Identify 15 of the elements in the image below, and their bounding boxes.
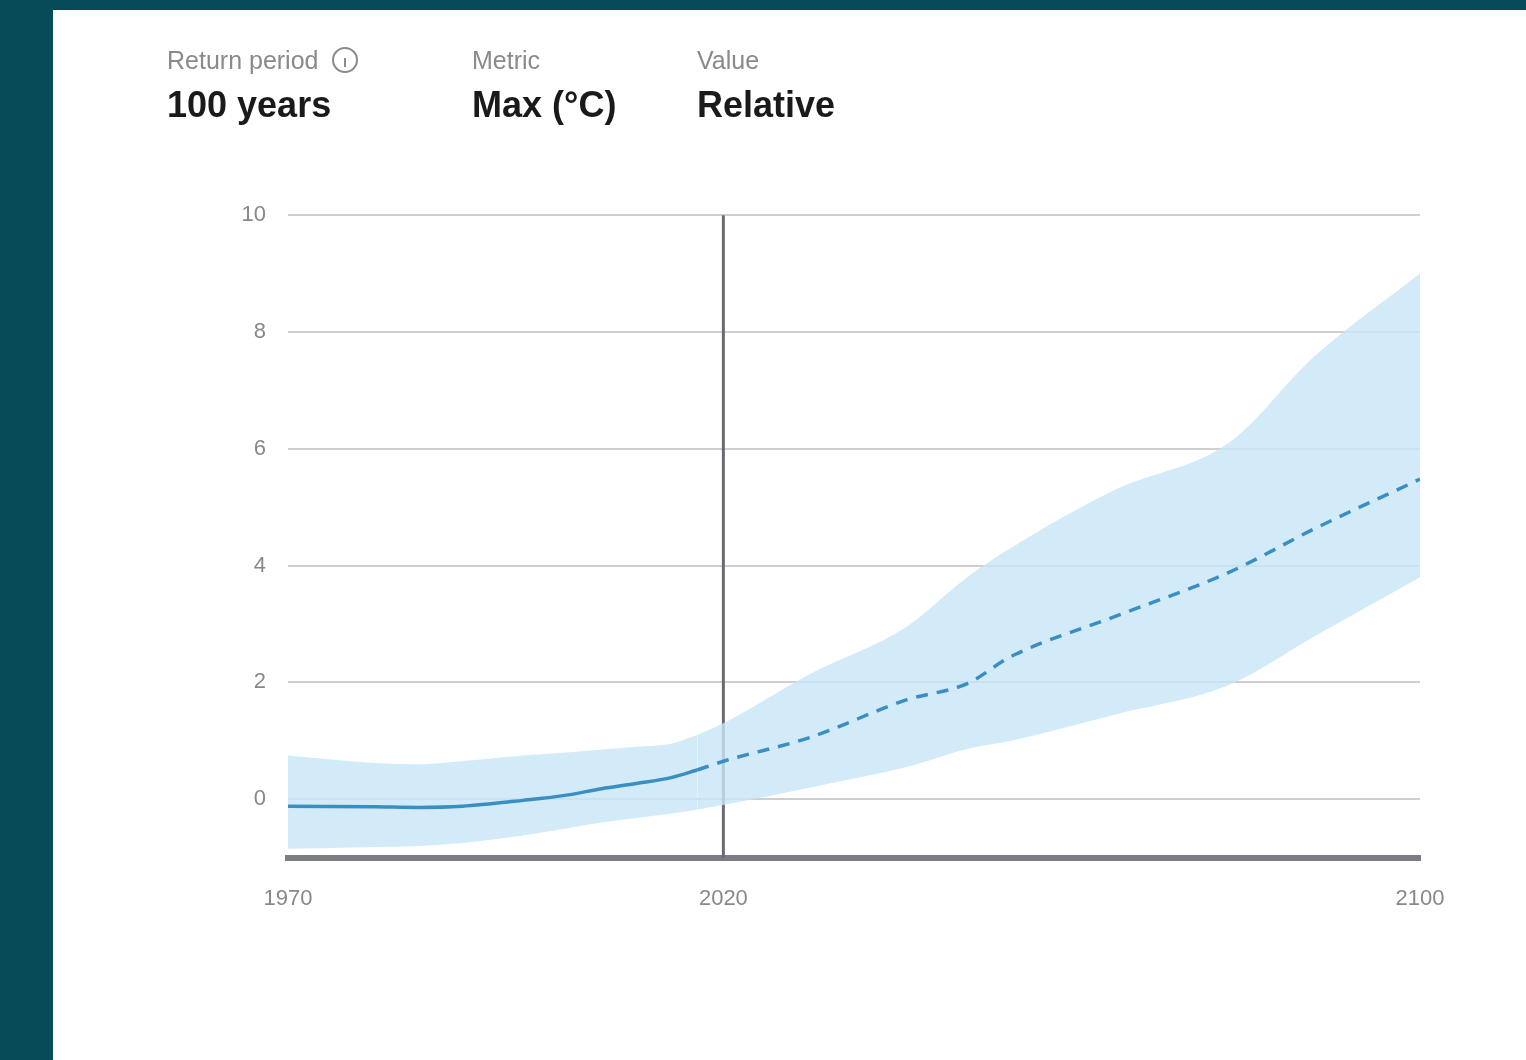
text: Value	[697, 45, 760, 75]
text: Metric	[472, 45, 541, 75]
y-tick-label: 8	[253, 318, 266, 344]
x-tick-label: 1970	[263, 884, 313, 910]
y-tick-label: 10	[241, 201, 266, 227]
x-tick-label: 2020	[698, 884, 748, 910]
text: Return period	[167, 45, 319, 75]
x-tick-label: 2100	[1395, 884, 1445, 910]
text: Relative	[697, 84, 837, 126]
text: Max (°C)	[472, 84, 618, 126]
y-tick-label: 0	[253, 785, 266, 811]
y-tick-label: 4	[253, 551, 266, 577]
y-tick-label: 6	[253, 434, 266, 460]
y-tick-label: 2	[253, 668, 266, 694]
text: 100 years	[167, 84, 333, 126]
